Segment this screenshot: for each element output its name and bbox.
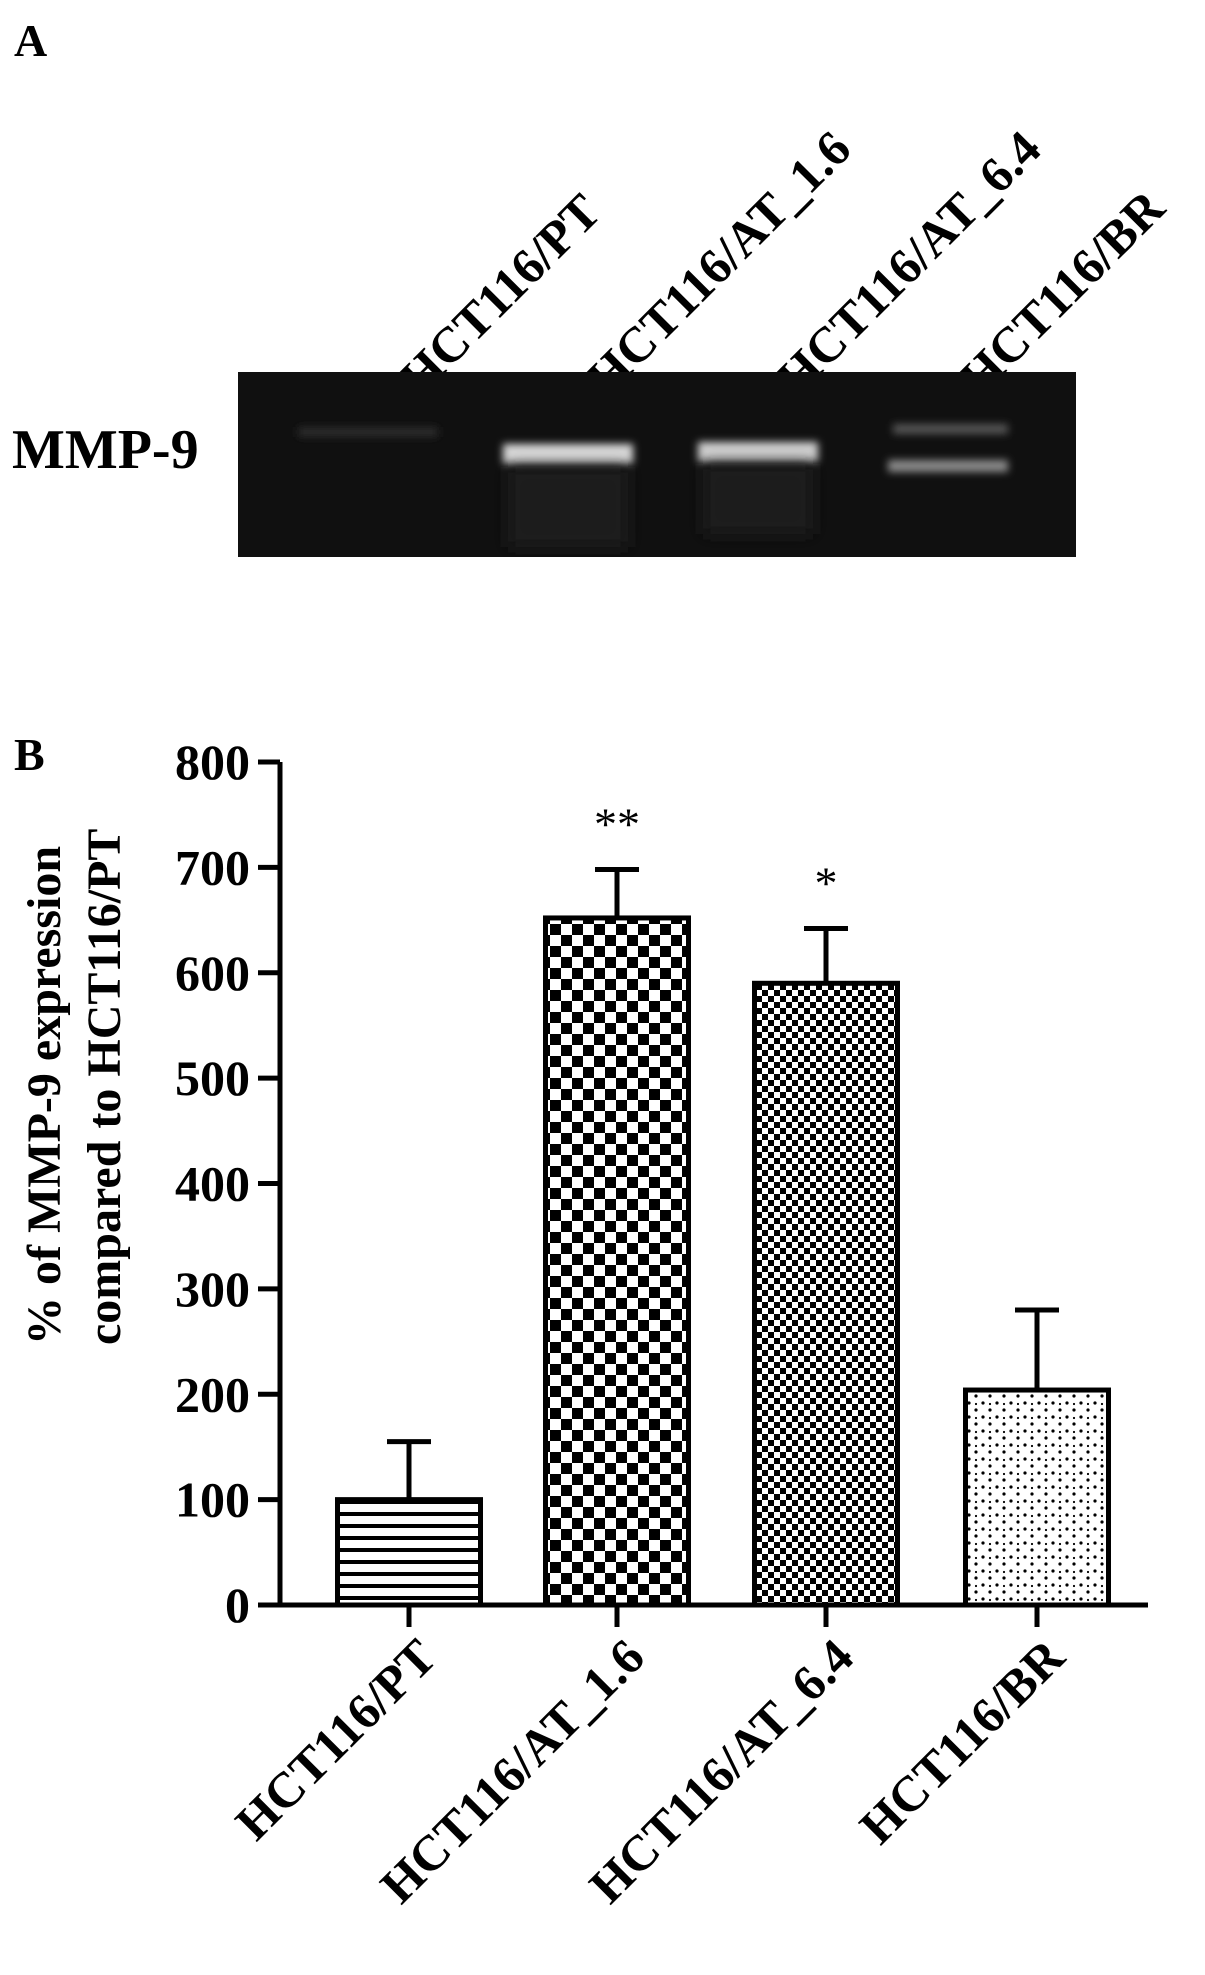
y-tick-label: 400	[175, 1156, 250, 1212]
gel-row-label: MMP-9	[12, 419, 199, 481]
gel-image	[238, 372, 1076, 557]
significance-marker: *	[815, 857, 838, 908]
significance-marker: **	[594, 798, 640, 849]
bar	[963, 1387, 1111, 1608]
gel-band-at16	[503, 444, 633, 464]
gel-bands	[238, 372, 1076, 557]
y-axis-title-line1: % of MMP-9 expression	[18, 846, 71, 1345]
gel-band-br-upper	[893, 424, 1008, 434]
y-tick-label: 0	[225, 1577, 250, 1633]
y-tick-label: 500	[175, 1050, 250, 1106]
y-tick-label: 700	[175, 839, 250, 895]
gel-band-at64	[698, 442, 818, 462]
bar	[543, 915, 691, 1608]
bar	[752, 980, 900, 1608]
y-axis-title-line2: compared to HCT116/PT	[78, 829, 131, 1345]
y-tick-label: 100	[175, 1472, 250, 1528]
bar	[335, 1497, 483, 1608]
y-axis-title: % of MMP-9 expression compared to HCT116…	[18, 829, 131, 1345]
y-tick-label: 300	[175, 1261, 250, 1317]
y-tick-label: 800	[175, 734, 250, 790]
gel-band-br-lower	[888, 460, 1008, 472]
x-tick-label: HCT116/BR	[849, 1628, 1076, 1855]
gel-band-pt	[298, 427, 438, 437]
y-tick-label: 600	[175, 945, 250, 1001]
y-tick-label: 200	[175, 1366, 250, 1422]
x-tick-label: HCT116/PT	[224, 1628, 446, 1850]
panel-a-letter: A	[14, 15, 48, 66]
panel-b-letter: B	[14, 729, 45, 780]
